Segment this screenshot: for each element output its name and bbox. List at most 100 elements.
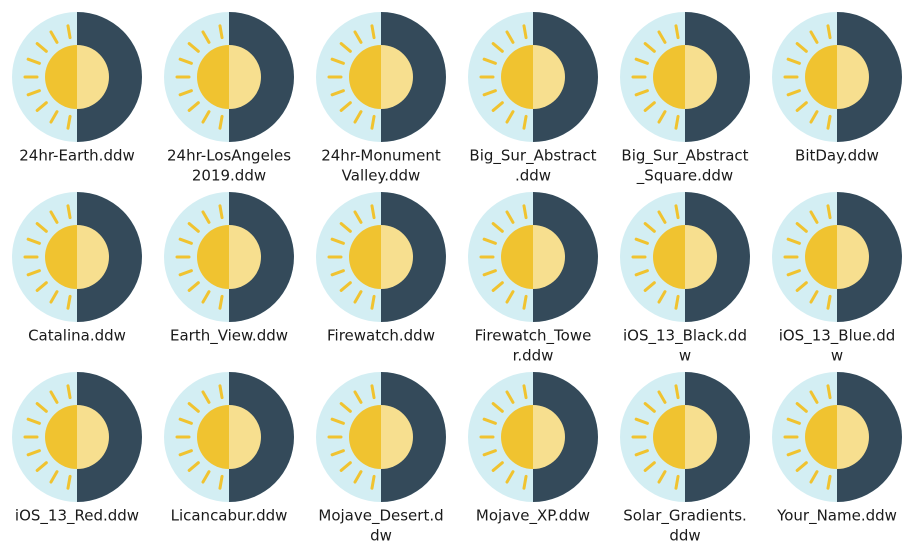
file-item[interactable]: Mojave_XP.ddw: [468, 372, 598, 526]
sun-ray: [795, 281, 808, 292]
sun-ray: [809, 390, 819, 404]
sun-left: [197, 225, 229, 289]
file-icon: [772, 192, 902, 322]
sun-ray: [826, 474, 832, 490]
file-item[interactable]: Big_Sur_Abstract_Square.ddw: [620, 12, 750, 186]
sun-ray: [339, 42, 352, 53]
sun-ray: [49, 210, 59, 224]
sun-ray: [35, 42, 48, 53]
file-item[interactable]: Catalina.ddw: [12, 192, 142, 345]
sun-ray: [643, 402, 656, 413]
sun-ray: [491, 281, 504, 292]
file-name: ddw: [669, 527, 700, 542]
file-item[interactable]: Big_Sur_Abstract.ddw: [468, 12, 598, 185]
icon-night-half: [685, 192, 750, 322]
file-item[interactable]: Licancabur.ddw: [164, 372, 294, 525]
sun-right: [685, 45, 717, 109]
file-item[interactable]: iOS_13_Black.ddw: [620, 192, 750, 365]
sun-ray: [353, 390, 363, 404]
file-icon: [620, 192, 750, 322]
sun-ray: [786, 269, 801, 277]
file-icon: [772, 12, 902, 142]
sun-ray: [201, 30, 211, 44]
sun-ray: [178, 417, 193, 425]
sun-ray: [795, 42, 808, 53]
icon-night-half: [77, 192, 142, 322]
sun-ray: [339, 281, 352, 292]
sun-ray: [66, 474, 72, 490]
sun-ray: [35, 281, 48, 292]
sun-ray: [786, 449, 801, 457]
sun-ray: [330, 57, 345, 65]
file-item[interactable]: 24hr-Earth.ddw: [12, 12, 142, 165]
sun-right: [837, 405, 869, 469]
icon-night-half: [229, 372, 294, 502]
file-icon: [620, 12, 750, 142]
sun-ray: [370, 294, 376, 310]
file-item[interactable]: iOS_13_Red.ddw: [12, 372, 142, 526]
file-item[interactable]: BitDay.ddw: [772, 12, 902, 165]
sun-ray: [522, 294, 528, 310]
sun-ray: [339, 222, 352, 233]
file-name: 24hr-Earth.ddw: [19, 147, 135, 165]
file-item[interactable]: Mojave_Desert.ddw: [316, 372, 446, 542]
sun-ray: [187, 461, 200, 472]
sun-ray: [482, 417, 497, 425]
file-name: Earth_View.ddw: [170, 327, 288, 346]
file-name: iOS_13_Red.ddw: [15, 507, 139, 526]
sun-ray: [66, 384, 72, 400]
sun-ray: [522, 114, 528, 130]
sun-ray: [505, 390, 515, 404]
sun-ray: [66, 114, 72, 130]
file-item[interactable]: Solar_Gradients.ddw: [620, 372, 750, 542]
sun-ray: [218, 384, 224, 400]
sun-ray: [482, 57, 497, 65]
sun-ray: [634, 449, 649, 457]
file-name: r.ddw: [513, 347, 554, 365]
sun-ray: [505, 110, 515, 124]
icon-night-half: [381, 372, 446, 502]
sun-ray: [643, 42, 656, 53]
sun-ray: [66, 24, 72, 40]
sun-ray: [657, 210, 667, 224]
file-name: Solar_Gradients.: [623, 507, 747, 526]
sun-ray: [187, 42, 200, 53]
icon-night-half: [229, 192, 294, 322]
sun-ray: [491, 402, 504, 413]
icon-night-half: [837, 192, 902, 322]
icon-night-half: [77, 372, 142, 502]
sun-ray: [178, 89, 193, 97]
file-icon: [164, 12, 294, 142]
file-item[interactable]: 24hr-Monument Valley.ddw: [316, 12, 446, 185]
sun-right: [381, 225, 413, 289]
file-icon: [468, 192, 598, 322]
sun-ray: [201, 470, 211, 484]
sun-right: [381, 405, 413, 469]
sun-ray: [35, 222, 48, 233]
file-item[interactable]: Your_Name.ddw: [772, 372, 902, 526]
sun-ray: [370, 474, 376, 490]
file-item[interactable]: Earth_View.ddw: [164, 192, 294, 346]
sun-ray: [178, 57, 193, 65]
sun-ray: [795, 222, 808, 233]
file-item[interactable]: 24hr-LosAngeles 2019.ddw: [164, 12, 294, 185]
sun-ray: [795, 402, 808, 413]
sun-ray: [26, 57, 41, 65]
sun-ray: [26, 269, 41, 277]
sun-left: [805, 225, 837, 289]
sun-ray: [826, 384, 832, 400]
sun-right: [837, 45, 869, 109]
sun-left: [197, 405, 229, 469]
sun-right: [685, 405, 717, 469]
sun-left: [805, 45, 837, 109]
icon-night-half: [837, 12, 902, 142]
sun-ray: [201, 210, 211, 224]
file-item[interactable]: iOS_13_Blue.ddw: [772, 192, 902, 365]
file-icon: [468, 372, 598, 502]
sun-ray: [643, 281, 656, 292]
file-item[interactable]: Firewatch.ddw: [316, 192, 446, 345]
sun-right: [685, 225, 717, 289]
sun-ray: [809, 110, 819, 124]
sun-ray: [809, 210, 819, 224]
